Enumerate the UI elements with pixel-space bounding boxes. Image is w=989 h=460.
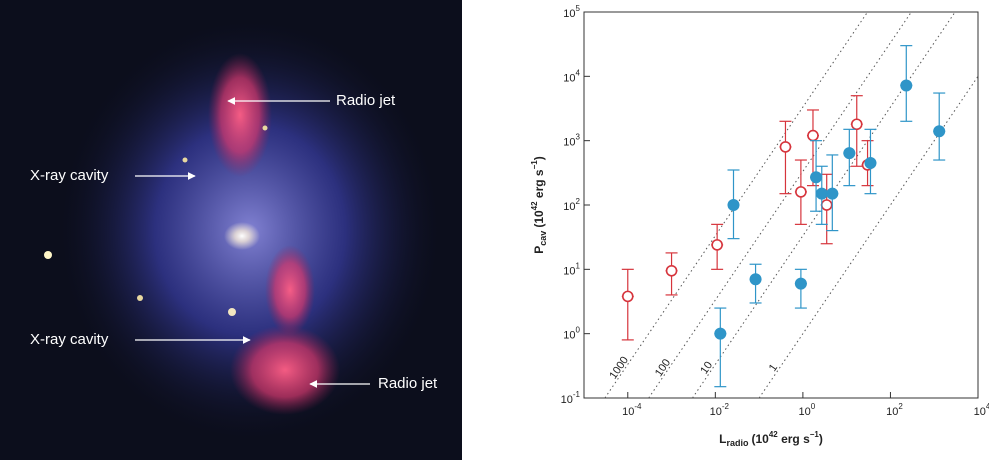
tick-base: 10 [799, 406, 811, 418]
star [44, 251, 52, 259]
point [667, 266, 677, 276]
figure: Radio jet X-ray cavity X-ray cavity Radi… [0, 0, 989, 460]
title-sub: cav [538, 231, 548, 246]
title-unit2: erg s [532, 169, 546, 201]
reference-line [759, 76, 978, 398]
tick-exponent: 2 [576, 197, 581, 206]
tick-base: 10 [886, 406, 898, 418]
tick-label: 10-4 [622, 402, 642, 418]
annotation: X-ray cavity [30, 331, 109, 348]
tick-base: 10 [563, 137, 575, 149]
point [808, 131, 818, 141]
tick-base: 10 [563, 330, 575, 342]
tick-exponent: 3 [576, 133, 581, 142]
tick-base: 10 [622, 406, 634, 418]
reference-line-label: 10 [698, 360, 715, 377]
title-unit2: erg s [778, 432, 810, 446]
annotation: Radio jet [336, 92, 396, 109]
point [623, 291, 633, 301]
tick-base: 10 [710, 406, 722, 418]
tick-exponent: 4 [576, 68, 581, 77]
radio-lobe [230, 325, 340, 415]
tick-base: 10 [563, 72, 575, 84]
galaxy [183, 158, 188, 163]
reference-line-label: 100 [653, 357, 673, 379]
galaxy-core [224, 222, 260, 250]
tick-base: 10 [563, 265, 575, 277]
title-close: ) [819, 432, 823, 446]
point [796, 187, 806, 197]
tick-base: 10 [561, 394, 573, 406]
title-close: ) [532, 156, 546, 160]
radio-lobe [208, 53, 272, 177]
tick-base: 10 [563, 201, 575, 213]
point [811, 172, 822, 183]
reference-line-label: 1000 [607, 354, 631, 381]
tick-exponent: -4 [634, 402, 642, 411]
reference-line [649, 12, 912, 398]
tick-label: 101 [563, 261, 580, 277]
annotation: Radio jet [378, 375, 438, 392]
galaxy [137, 295, 143, 301]
plot-frame [584, 12, 978, 398]
tick-exponent: 0 [576, 326, 581, 335]
tick-label: 10-1 [561, 390, 581, 406]
point [901, 80, 912, 91]
title-unit: (10 [532, 210, 546, 228]
point [827, 188, 838, 199]
tick-label: 10-2 [710, 402, 730, 418]
astronomy-image: Radio jet X-ray cavity X-ray cavity Radi… [0, 0, 462, 460]
annotation: X-ray cavity [30, 167, 109, 184]
tick-label: 104 [563, 68, 580, 84]
tick-exponent: -2 [722, 402, 730, 411]
title-main: L [719, 432, 726, 446]
tick-label: 102 [563, 197, 580, 213]
tick-exponent: 0 [811, 402, 816, 411]
point [780, 142, 790, 152]
point [728, 200, 739, 211]
tick-exponent: 5 [576, 4, 581, 13]
title-main: P [532, 246, 546, 254]
tick-base: 10 [563, 8, 575, 20]
point [795, 278, 806, 289]
tick-label: 102 [886, 402, 903, 418]
galaxy [263, 126, 268, 131]
tick-label: 103 [563, 133, 580, 149]
title-sub: radio [726, 438, 749, 448]
tick-label: 104 [974, 402, 989, 418]
point [865, 157, 876, 168]
point [816, 188, 827, 199]
tick-exponent: 2 [898, 402, 903, 411]
tick-exponent: -1 [573, 390, 581, 399]
point [844, 148, 855, 159]
tick-label: 100 [799, 402, 816, 418]
point [852, 119, 862, 129]
point [715, 328, 726, 339]
axis-title: Pcav(1042 erg s−1) [530, 156, 548, 253]
tick-base: 10 [974, 406, 986, 418]
galaxy [228, 308, 236, 316]
reference-line-label: 1 [767, 362, 780, 374]
point [934, 126, 945, 137]
title-unit: (10 [751, 432, 769, 446]
point [712, 240, 722, 250]
point [750, 274, 761, 285]
point [822, 200, 832, 210]
tick-label: 100 [563, 326, 580, 342]
axis-title: Lradio(1042 erg s−1) [719, 430, 823, 448]
tick-exponent: 1 [576, 261, 581, 270]
page: Radio jet X-ray cavity X-ray cavity Radi… [0, 0, 989, 460]
tick-label: 105 [563, 4, 580, 20]
radio-lobe [265, 245, 315, 335]
